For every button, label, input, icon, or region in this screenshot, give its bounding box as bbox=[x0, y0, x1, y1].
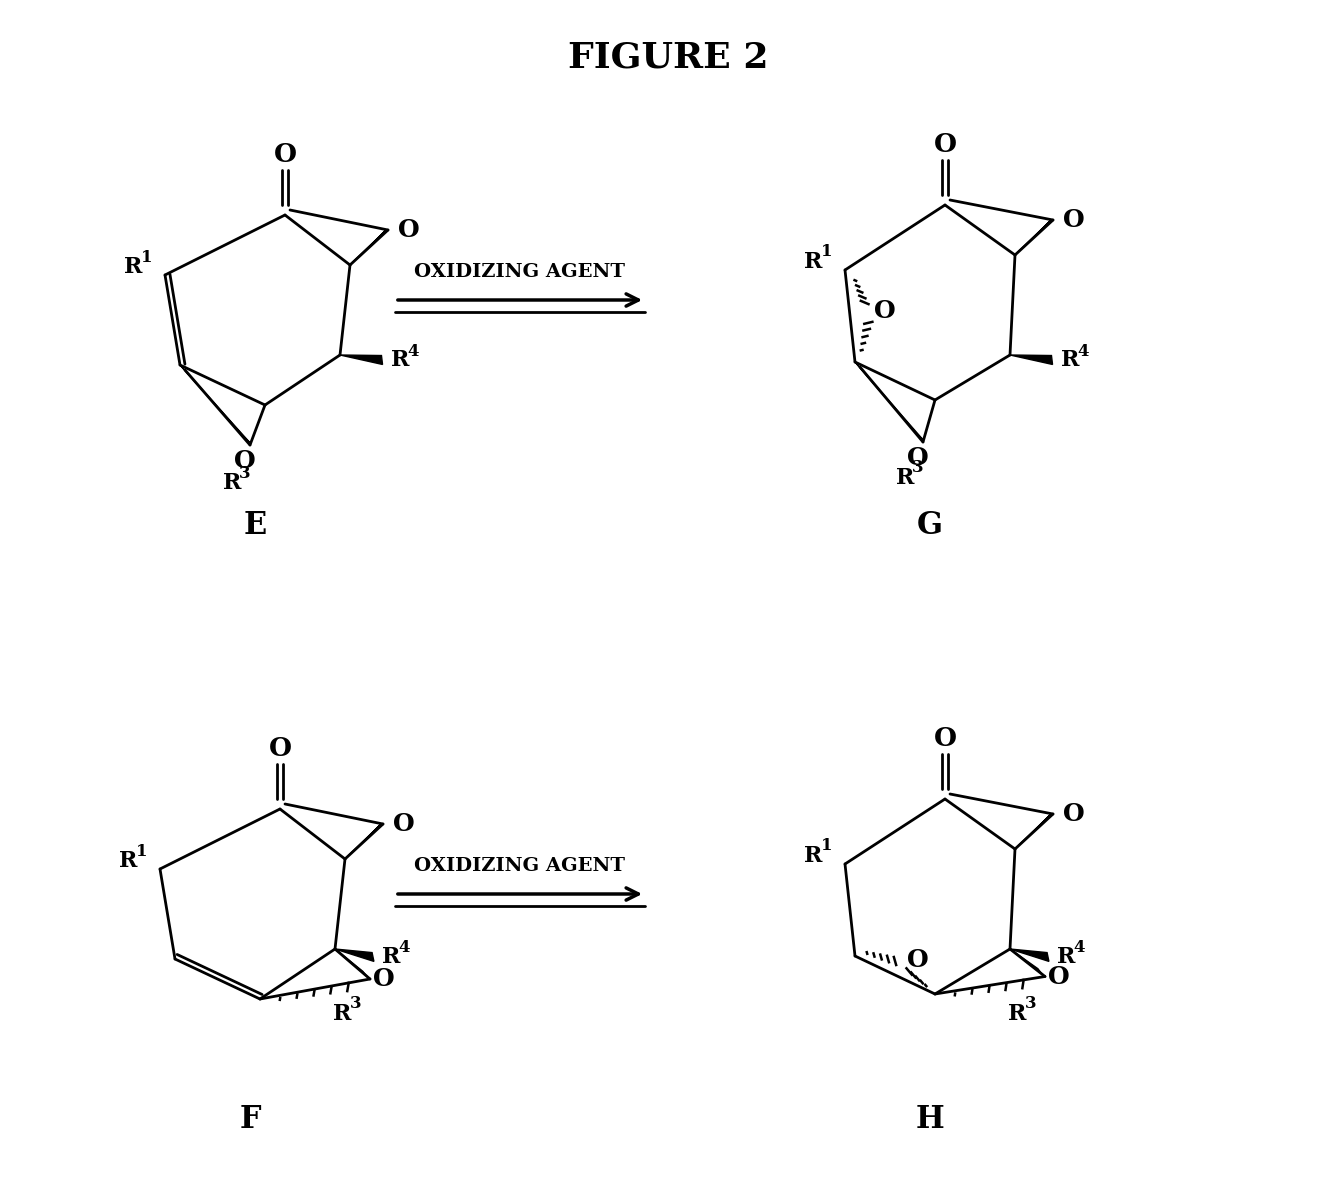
Polygon shape bbox=[1015, 221, 1050, 255]
Text: O: O bbox=[1063, 208, 1085, 232]
Text: R: R bbox=[382, 946, 401, 968]
Text: 3: 3 bbox=[239, 465, 251, 481]
Text: 4: 4 bbox=[1073, 939, 1085, 955]
Polygon shape bbox=[339, 355, 382, 365]
Text: 4: 4 bbox=[407, 342, 418, 360]
Text: OXIDIZING AGENT: OXIDIZING AGENT bbox=[414, 263, 625, 282]
Polygon shape bbox=[1010, 949, 1049, 961]
Text: R: R bbox=[124, 255, 142, 278]
Text: E: E bbox=[243, 510, 267, 541]
Polygon shape bbox=[335, 949, 374, 961]
Polygon shape bbox=[1015, 815, 1050, 849]
Text: R: R bbox=[391, 349, 409, 371]
Text: O: O bbox=[1049, 965, 1070, 988]
Text: OXIDIZING AGENT: OXIDIZING AGENT bbox=[414, 857, 625, 876]
Text: 3: 3 bbox=[912, 460, 923, 476]
Text: R: R bbox=[1007, 1004, 1026, 1025]
Text: O: O bbox=[274, 141, 297, 166]
Text: O: O bbox=[269, 735, 291, 760]
Text: 1: 1 bbox=[822, 838, 832, 854]
Text: R: R bbox=[119, 849, 138, 872]
Text: H: H bbox=[915, 1104, 945, 1135]
Text: O: O bbox=[907, 948, 929, 972]
Text: F: F bbox=[239, 1104, 261, 1135]
Polygon shape bbox=[1010, 949, 1042, 974]
Polygon shape bbox=[345, 824, 381, 859]
Text: 4: 4 bbox=[1077, 342, 1089, 360]
Polygon shape bbox=[855, 362, 923, 440]
Text: O: O bbox=[907, 446, 929, 470]
Polygon shape bbox=[335, 949, 367, 977]
Polygon shape bbox=[1010, 355, 1053, 365]
Text: R: R bbox=[1061, 349, 1079, 371]
Text: 3: 3 bbox=[1025, 996, 1037, 1012]
Text: 4: 4 bbox=[398, 939, 410, 955]
Text: R: R bbox=[896, 467, 914, 489]
Text: FIGURE 2: FIGURE 2 bbox=[568, 42, 768, 75]
Text: O: O bbox=[1063, 802, 1085, 826]
Text: O: O bbox=[934, 726, 957, 751]
Polygon shape bbox=[350, 230, 386, 265]
Text: O: O bbox=[393, 813, 415, 836]
Text: 1: 1 bbox=[822, 244, 832, 260]
Text: 3: 3 bbox=[350, 994, 362, 1011]
Text: O: O bbox=[398, 219, 420, 242]
Polygon shape bbox=[180, 365, 250, 442]
Text: O: O bbox=[934, 132, 957, 157]
Text: 1: 1 bbox=[142, 248, 152, 265]
Text: R: R bbox=[804, 251, 822, 273]
Text: 1: 1 bbox=[136, 842, 148, 859]
Text: O: O bbox=[874, 299, 896, 323]
Text: R: R bbox=[223, 472, 242, 494]
Text: R: R bbox=[804, 845, 822, 867]
Text: R: R bbox=[1057, 946, 1075, 968]
Text: O: O bbox=[234, 449, 257, 473]
Text: R: R bbox=[333, 1003, 351, 1025]
Text: G: G bbox=[916, 510, 943, 541]
Text: O: O bbox=[373, 967, 395, 991]
